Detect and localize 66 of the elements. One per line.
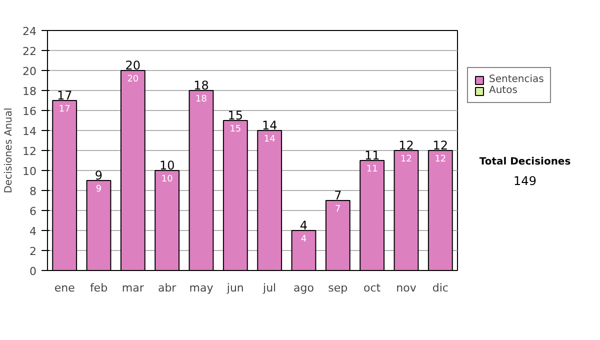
x-tick-label: feb xyxy=(90,282,108,294)
annotation: 10 xyxy=(161,174,174,184)
x-tick-label: sep xyxy=(328,282,348,294)
x-tick-label: may xyxy=(189,282,214,294)
annotation: 15 xyxy=(230,124,242,134)
data-label: 4 xyxy=(300,218,308,232)
bar xyxy=(394,150,419,270)
x-tick-label: dic xyxy=(432,282,448,294)
bar xyxy=(428,150,453,270)
data-label: 20 xyxy=(125,58,141,72)
data-label: 12 xyxy=(398,138,414,152)
y-tick-label: 10 xyxy=(22,165,37,178)
data-label: 7 xyxy=(334,188,342,202)
y-tick-label: 4 xyxy=(30,225,36,238)
bar xyxy=(222,120,248,270)
y-tick-label: 2 xyxy=(30,245,36,258)
data-label: 9 xyxy=(94,168,103,182)
y-axis-title: Decisiones Anual xyxy=(4,108,15,194)
bar xyxy=(325,200,350,270)
data-label: 17 xyxy=(56,88,72,102)
y-tick-label: 20 xyxy=(22,65,37,78)
bar xyxy=(360,160,385,270)
text: 149 xyxy=(514,174,536,188)
annotation: 18 xyxy=(196,94,208,104)
x-tick-label: oct xyxy=(364,282,382,294)
data-label: 11 xyxy=(364,148,380,162)
text: Total Decisiones xyxy=(479,156,571,168)
bar xyxy=(154,170,180,270)
annotation: 4 xyxy=(300,234,307,244)
y-tick-label: 0 xyxy=(30,265,36,278)
y-tick-label: 24 xyxy=(22,25,37,38)
bar xyxy=(52,100,78,270)
y-tick-label: 6 xyxy=(30,205,36,218)
x-tick-label: ene xyxy=(54,282,76,294)
annotation: 20 xyxy=(127,74,139,84)
x-tick-label: abr xyxy=(158,282,177,294)
bar xyxy=(86,180,112,270)
y-tick-label: 16 xyxy=(22,105,37,118)
y-tick-label: 8 xyxy=(30,185,36,198)
x-tick-label: jun xyxy=(226,282,244,294)
x-tick-label: jul xyxy=(262,282,276,294)
legend-label: Autos xyxy=(489,85,518,96)
annotation: 9 xyxy=(96,184,102,194)
bar xyxy=(257,130,282,270)
data-label: 18 xyxy=(194,78,209,92)
data-label: 12 xyxy=(432,138,448,152)
annotation: 7 xyxy=(335,204,341,214)
annotation: 17 xyxy=(58,104,70,114)
y-tick-label: 18 xyxy=(22,85,37,98)
y-tick-label: 22 xyxy=(22,45,37,58)
bar xyxy=(120,70,146,270)
annotation: 14 xyxy=(264,134,276,144)
y-tick-label: 14 xyxy=(22,125,37,138)
bar xyxy=(188,90,214,270)
legend-label: Sentencias xyxy=(489,74,544,85)
data-label: 10 xyxy=(159,158,175,172)
x-tick-label: ago xyxy=(294,282,314,294)
annotation: 12 xyxy=(434,154,446,164)
data-label: 14 xyxy=(262,118,278,132)
annotation: 12 xyxy=(400,154,412,164)
annotation: 11 xyxy=(366,164,378,174)
data-label: 15 xyxy=(228,108,244,122)
bar xyxy=(291,230,316,270)
x-tick-label: mar xyxy=(122,282,144,294)
y-tick-label: 12 xyxy=(22,145,37,158)
x-tick-label: nov xyxy=(396,282,417,294)
